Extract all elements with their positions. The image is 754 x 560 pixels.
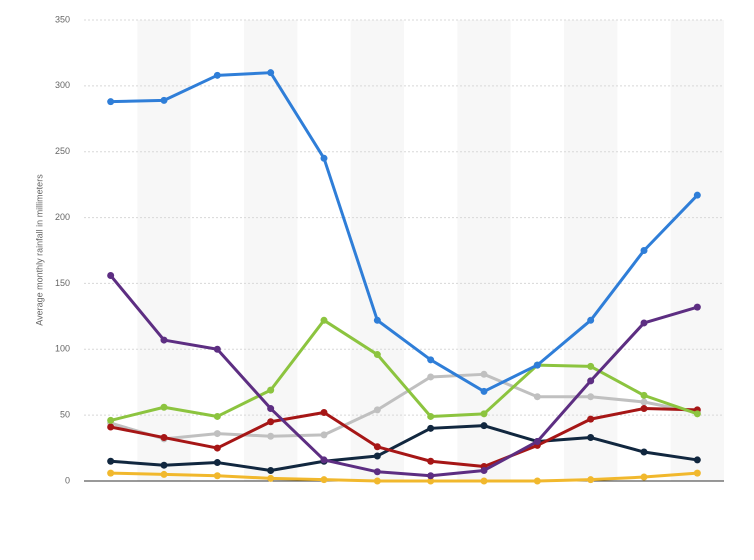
data-point xyxy=(480,422,488,430)
data-point xyxy=(640,391,648,399)
data-point xyxy=(373,316,381,324)
data-point xyxy=(373,452,381,460)
data-point xyxy=(587,393,595,401)
data-point xyxy=(160,336,168,344)
data-point xyxy=(693,191,701,199)
series-line xyxy=(110,424,698,472)
data-point xyxy=(533,361,541,369)
data-point xyxy=(107,457,115,465)
data-point xyxy=(533,437,541,445)
y-tick-label: 150 xyxy=(55,278,70,288)
y-tick-label: 100 xyxy=(55,344,70,354)
data-point xyxy=(373,477,381,485)
band xyxy=(350,20,404,481)
data-point xyxy=(267,432,275,440)
data-point xyxy=(640,319,648,327)
y-axis-label: Average monthly rainfall in millimeters xyxy=(34,174,44,326)
data-point xyxy=(587,434,595,442)
band xyxy=(670,20,724,481)
data-point xyxy=(320,154,328,162)
data-point xyxy=(107,272,115,280)
y-tick-label: 50 xyxy=(60,410,70,420)
data-point xyxy=(320,316,328,324)
series-line xyxy=(110,407,698,469)
data-point xyxy=(587,415,595,423)
y-tick-label: 200 xyxy=(55,212,70,222)
data-point xyxy=(373,468,381,476)
band xyxy=(244,20,298,481)
data-point xyxy=(160,470,168,478)
data-point xyxy=(640,398,648,406)
data-point xyxy=(693,303,701,311)
data-point xyxy=(320,476,328,484)
y-tick-label: 300 xyxy=(55,80,70,90)
data-point xyxy=(427,477,435,485)
y-tick-label: 250 xyxy=(55,146,70,156)
data-point xyxy=(213,472,221,480)
data-point xyxy=(213,345,221,353)
data-point xyxy=(480,410,488,418)
data-point xyxy=(427,356,435,364)
series-line xyxy=(110,471,698,483)
data-point xyxy=(587,476,595,484)
data-point xyxy=(693,410,701,418)
data-point xyxy=(480,387,488,395)
background-bands xyxy=(137,20,724,481)
data-point xyxy=(480,477,488,485)
band xyxy=(457,20,511,481)
y-tick-label: 350 xyxy=(55,14,70,24)
data-point xyxy=(373,351,381,359)
data-point xyxy=(160,434,168,442)
data-point xyxy=(213,412,221,420)
data-point xyxy=(267,466,275,474)
data-point xyxy=(427,424,435,432)
data-point xyxy=(587,316,595,324)
band xyxy=(564,20,618,481)
data-point xyxy=(160,96,168,104)
series-line xyxy=(109,274,698,478)
data-point xyxy=(320,431,328,439)
data-point xyxy=(320,409,328,417)
data-point xyxy=(693,456,701,464)
data-point xyxy=(587,377,595,385)
data-point xyxy=(267,386,275,394)
data-point xyxy=(267,474,275,482)
data-point xyxy=(427,457,435,465)
data-point xyxy=(160,461,168,469)
data-point xyxy=(267,405,275,413)
data-point xyxy=(107,469,115,477)
data-point xyxy=(213,444,221,452)
data-point xyxy=(373,443,381,451)
data-point xyxy=(533,393,541,401)
data-point xyxy=(320,456,328,464)
data-point xyxy=(213,459,221,467)
data-point xyxy=(213,430,221,438)
data-point xyxy=(160,403,168,411)
data-point xyxy=(267,418,275,426)
data-point xyxy=(373,406,381,414)
data-point xyxy=(587,362,595,370)
data-point xyxy=(427,412,435,420)
data-point xyxy=(427,373,435,381)
data-point xyxy=(480,466,488,474)
data-point xyxy=(693,469,701,477)
data-point xyxy=(480,370,488,378)
series-line xyxy=(110,372,698,441)
y-tick-label: 0 xyxy=(65,475,70,485)
data-point xyxy=(107,423,115,431)
data-point xyxy=(427,472,435,480)
data-point xyxy=(640,247,648,254)
data-point xyxy=(107,98,115,106)
series-line xyxy=(110,71,699,393)
data-point xyxy=(213,71,221,79)
data-point xyxy=(267,69,275,77)
data-point xyxy=(533,477,541,485)
data-point xyxy=(640,448,648,456)
data-point xyxy=(640,405,648,413)
data-point xyxy=(107,416,115,424)
data-point xyxy=(640,473,648,481)
